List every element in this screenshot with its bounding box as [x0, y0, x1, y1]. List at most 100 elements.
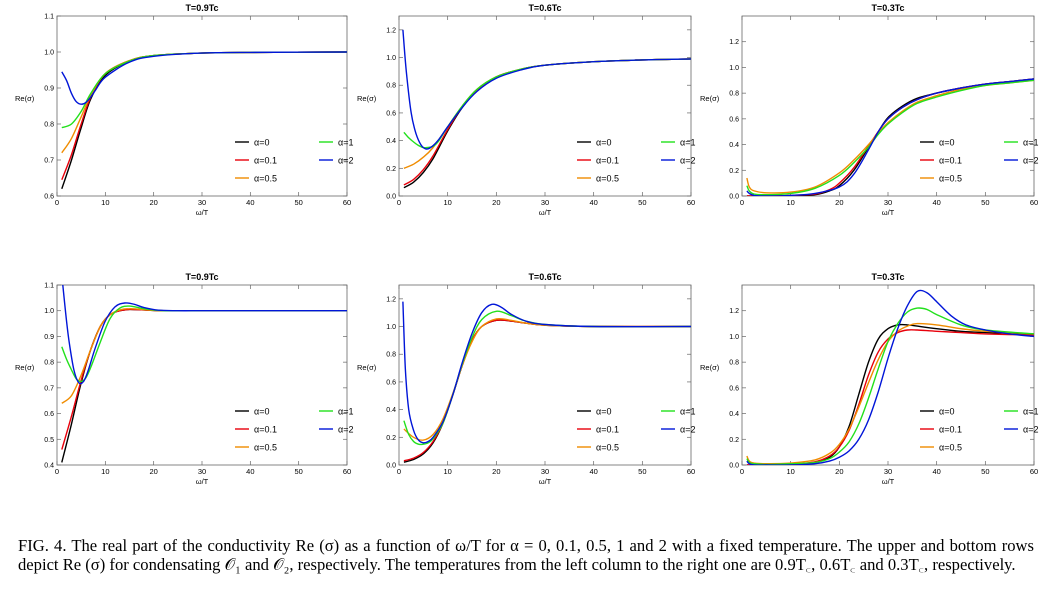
y-tick-label: 0.0 [386, 463, 396, 470]
x-axis-label: ω/T [539, 477, 552, 486]
x-tick-label: 10 [786, 467, 794, 476]
y-tick-label: 0.5 [44, 437, 54, 444]
series-line-1 [61, 305, 347, 383]
x-tick-label: 60 [1030, 467, 1038, 476]
x-tick-label: 40 [246, 467, 254, 476]
x-tick-label: 20 [492, 198, 500, 207]
chart-title: T=0.3Tc [871, 272, 904, 282]
y-tick-label: 0.2 [386, 166, 396, 173]
caption-text: The real part of the conductivity Re (σ)… [18, 536, 1034, 574]
figure-caption: FIG. 4. The real part of the conductivit… [18, 536, 1034, 574]
legend-label: α=0.1 [596, 156, 619, 166]
legend-label: α=0.1 [254, 156, 277, 166]
x-tick-label: 30 [884, 467, 892, 476]
y-tick-label: 0.0 [386, 194, 396, 201]
y-tick-label: 0.6 [44, 194, 54, 201]
y-tick-label: 0.8 [44, 360, 54, 367]
y-tick-label: 0.8 [729, 91, 739, 98]
chart-6: T=0.3Tc 0 10 20 30 40 50 60 0.0 0.2 0.4 0.6 0.8 1.0 1.… [700, 272, 1038, 486]
y-tick-label: 0.4 [386, 407, 396, 414]
y-tick-label: 1.0 [386, 55, 396, 62]
legend-label: α=0 [254, 407, 269, 417]
y-tick-label: 1.2 [386, 296, 396, 303]
y-tick-label: 0.8 [386, 352, 396, 359]
x-tick-label: 0 [740, 198, 744, 207]
series-line-1 [403, 58, 691, 149]
series-line-0.1 [746, 329, 1034, 465]
plot-frame [398, 284, 692, 466]
y-tick-label: 0.2 [729, 168, 739, 175]
legend-label: α=0.5 [254, 443, 277, 453]
y-tick-label: 1.0 [386, 324, 396, 331]
series-line-2 [746, 289, 1034, 465]
x-tick-label: 50 [638, 198, 646, 207]
x-axis-label: ω/T [196, 208, 209, 217]
series-line-0.5 [746, 79, 1034, 194]
series-line-0 [746, 323, 1034, 465]
x-tick-label: 10 [786, 198, 794, 207]
x-tick-label: 60 [687, 467, 695, 476]
y-tick-label: 0.6 [44, 411, 54, 418]
x-tick-label: 10 [443, 198, 451, 207]
x-tick-label: 0 [55, 467, 59, 476]
legend-label: α=1 [680, 407, 695, 417]
legend-label: α=0.5 [596, 443, 619, 453]
y-tick-label: 0.2 [729, 437, 739, 444]
legend-label: α=1 [338, 407, 353, 417]
legend-label: α=1 [680, 138, 695, 148]
x-tick-label: 50 [981, 198, 989, 207]
legend-label: α=0 [939, 138, 954, 148]
series-line-2 [402, 29, 691, 150]
x-tick-label: 50 [638, 467, 646, 476]
series-line-0 [403, 319, 691, 463]
y-tick-label: 0.7 [44, 385, 54, 392]
legend-label: α=2 [338, 156, 353, 166]
y-axis-label: Re(σ) [357, 363, 377, 372]
chart-1: T=0.9Tc 0 10 20 30 40 50 60 0.6 0.7 0.8 0.9 1.0 1.1 ω/… [15, 3, 353, 217]
x-axis-label: ω/T [196, 477, 209, 486]
x-tick-label: 40 [589, 198, 597, 207]
series-line-2 [746, 78, 1034, 196]
series-line-1 [746, 307, 1034, 465]
x-tick-label: 30 [198, 198, 206, 207]
y-tick-label: 0.0 [729, 463, 739, 470]
chart-title: T=0.9Tc [185, 3, 218, 13]
legend-label: α=0.5 [254, 174, 277, 184]
x-tick-label: 60 [1030, 198, 1038, 207]
series-line-0 [746, 78, 1034, 196]
series-line-1 [61, 51, 347, 129]
x-tick-label: 50 [981, 467, 989, 476]
series-line-0.5 [403, 317, 691, 441]
y-tick-label: 1.0 [44, 50, 54, 57]
series-line-0.1 [61, 51, 347, 181]
y-tick-label: 1.1 [44, 283, 54, 290]
plot-frame [398, 15, 692, 197]
figure-charts: T=0.9Tc 0 10 20 30 40 50 60 0.6 0.7 0.8 0.9 1.0 1.1 ω/… [15, 3, 1038, 486]
y-tick-label: 0.8 [386, 83, 396, 90]
x-tick-label: 20 [835, 198, 843, 207]
x-tick-label: 50 [294, 198, 302, 207]
x-tick-label: 40 [932, 198, 940, 207]
series-line-0 [61, 51, 347, 190]
y-tick-label: 0.8 [44, 122, 54, 129]
legend-label: α=0.1 [254, 425, 277, 435]
x-tick-label: 20 [149, 198, 157, 207]
chart-3: T=0.3Tc 0 10 20 30 40 50 60 0.0 0.2 0.4 0.6 0.8 1.0 1.… [700, 3, 1038, 217]
legend-label: α=2 [338, 425, 353, 435]
y-tick-label: 1.0 [44, 308, 54, 315]
y-tick-label: 1.2 [386, 27, 396, 34]
x-tick-label: 60 [343, 467, 351, 476]
series-line-0.1 [403, 58, 691, 186]
x-axis-label: ω/T [882, 208, 895, 217]
legend-label: α=0.5 [596, 174, 619, 184]
x-tick-label: 10 [101, 467, 109, 476]
legend-label: α=0.5 [939, 174, 962, 184]
series-line-1 [746, 79, 1034, 196]
y-tick-label: 1.0 [729, 334, 739, 341]
legend-label: α=0.1 [939, 156, 962, 166]
chart-title: T=0.6Tc [528, 3, 561, 13]
series-line-0.1 [403, 319, 691, 462]
y-tick-label: 0.9 [44, 86, 54, 93]
x-tick-label: 20 [149, 467, 157, 476]
y-axis-label: Re(σ) [15, 363, 35, 372]
